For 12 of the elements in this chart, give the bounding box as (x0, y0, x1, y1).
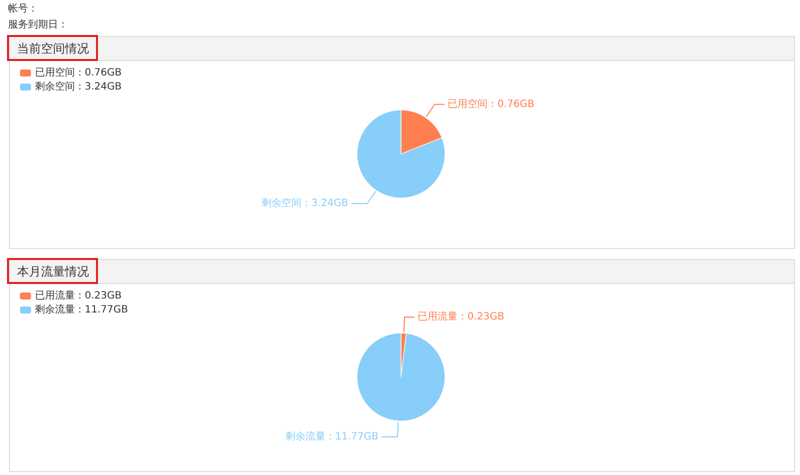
legend-label: 已用流量 : 0.23GB (35, 290, 122, 302)
text: 服务到期日： (8, 18, 68, 30)
slice-label: 已用流量 : 0.23GB (418, 310, 504, 323)
slice-label: 剩余流量 : 11.77GB (285, 430, 379, 442)
chart-title: 当前空间情况 (17, 42, 89, 56)
legend-label: 剩余流量 : 11.77GB (35, 304, 128, 316)
text: 帐号： (8, 2, 38, 14)
legend-label: 已用空间 : 0.76GB (35, 66, 122, 78)
slice-label: 剩余空间 : 3.24GB (262, 197, 348, 210)
slice-label: 已用空间 : 0.76GB (448, 98, 534, 110)
chart-title: 本月流量情况 (17, 264, 89, 278)
legend-label: 剩余空间 : 3.24GB (35, 80, 122, 92)
